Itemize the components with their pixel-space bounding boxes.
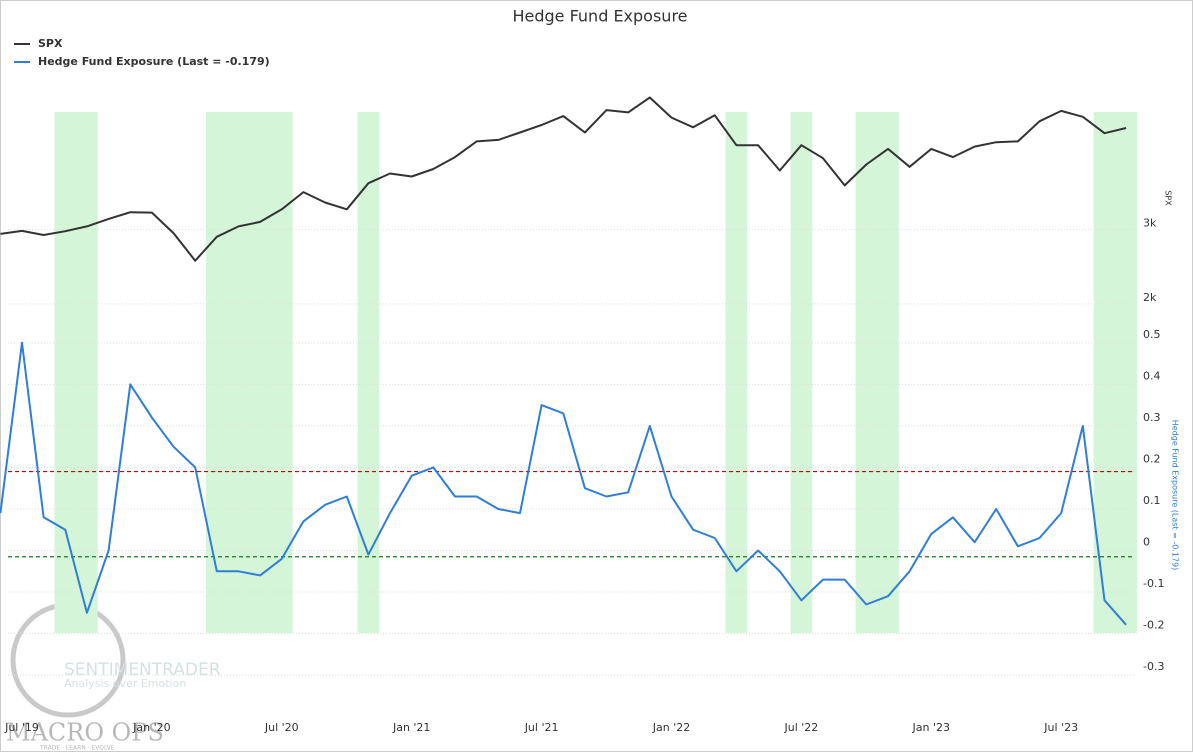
y2-tick-label: 0.4 (1143, 369, 1161, 382)
series-line (0, 341, 1127, 626)
shaded-region (357, 112, 380, 633)
shaded-region (725, 112, 748, 633)
legend-label: Hedge Fund Exposure (Last = -0.179) (38, 55, 270, 68)
y-tick-label: 3k (1143, 216, 1157, 229)
shaded-region (206, 112, 293, 633)
chart-title: Hedge Fund Exposure (512, 7, 687, 26)
watermark-logo: MACRO OPS (6, 719, 164, 747)
y-tick-label: 2k (1143, 291, 1157, 304)
shaded-region (790, 112, 813, 633)
y2-tick-label: 0 (1143, 535, 1150, 548)
x-tick-label: Jul '19 (4, 721, 39, 734)
x-tick-label: Jan '23 (912, 721, 950, 734)
y2-tick-label: 0.1 (1143, 494, 1161, 507)
x-tick-label: Jul '22 (784, 721, 819, 734)
y2-axis-title: Hedge Fund Exposure (Last = -0.179) (1171, 420, 1180, 571)
shaded-region (1093, 112, 1137, 633)
x-tick-label: Jul '21 (524, 721, 559, 734)
y2-tick-label: 0.5 (1143, 328, 1161, 341)
x-tick-label: Jul '20 (264, 721, 299, 734)
y2-tick-label: -0.1 (1143, 577, 1164, 590)
shaded-region (54, 112, 98, 633)
series-line (0, 96, 1127, 262)
x-tick-label: Jul '23 (1043, 721, 1078, 734)
y2-tick-label: 0.2 (1143, 452, 1161, 465)
x-tick-label: Jan '20 (132, 721, 170, 734)
shaded-region (855, 112, 899, 633)
y-axis-title: SPX (1164, 190, 1173, 206)
legend-label: SPX (38, 37, 63, 50)
y2-tick-label: -0.3 (1143, 660, 1164, 673)
watermark: SENTIMENTRADER Analysis over Emotion MAC… (6, 602, 221, 752)
watermark-motto: TRADE · LEARN · EVOLVE (39, 745, 115, 752)
x-tick-label: Jan '21 (392, 721, 430, 734)
watermark-tagline: Analysis over Emotion (64, 677, 186, 690)
watermark-brand: SENTIMENTRADER (64, 660, 221, 680)
y2-tick-label: -0.2 (1143, 619, 1164, 632)
y2-tick-label: 0.3 (1143, 411, 1161, 424)
x-tick-label: Jan '22 (652, 721, 690, 734)
